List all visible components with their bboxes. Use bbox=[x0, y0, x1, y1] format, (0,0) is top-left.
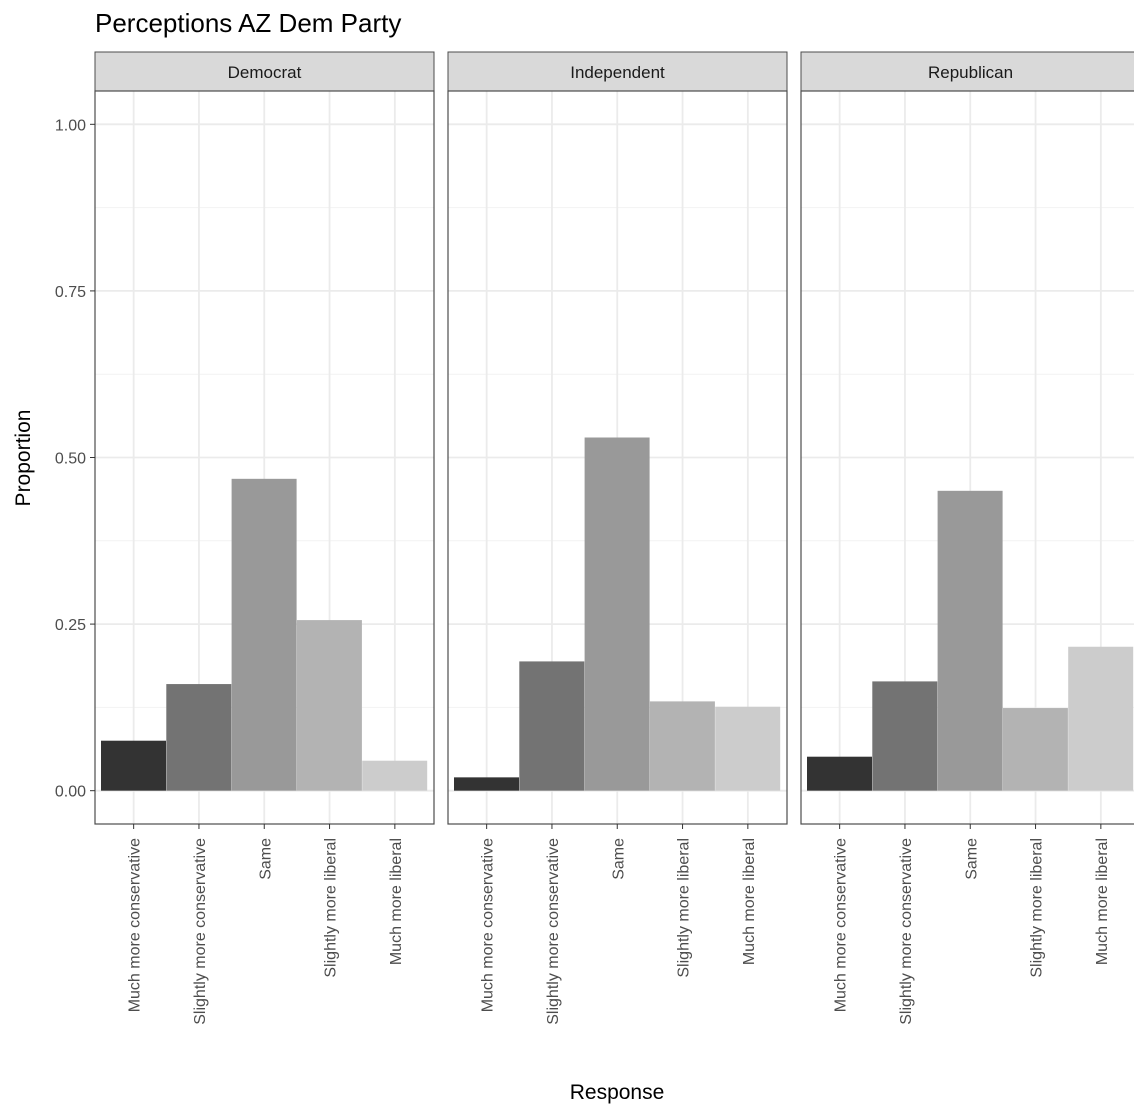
x-tick-label: Slightly more conservative bbox=[192, 838, 209, 1025]
x-tick-label: Slightly more liberal bbox=[676, 838, 693, 978]
facet-strip-label: Independent bbox=[570, 63, 665, 82]
bar-much-more-conservative bbox=[101, 740, 166, 791]
bar-much-more-conservative bbox=[454, 777, 519, 791]
bar-much-more-liberal bbox=[715, 706, 781, 791]
x-tick-label: Much more conservative bbox=[127, 838, 144, 1012]
x-tick-label: Slightly more liberal bbox=[1029, 838, 1046, 978]
y-tick-label: 0.50 bbox=[55, 451, 86, 468]
facet-panel-independent: Independent Much more conservative Slightl… bbox=[447, 51, 788, 1025]
bar-slightly-more-conservative bbox=[519, 661, 585, 791]
y-axis-title: Proportion bbox=[12, 410, 35, 507]
facet-panels: Democrat Much more conservative Slightly m… bbox=[94, 51, 1134, 1025]
facet-strip-label: Republican bbox=[928, 63, 1013, 82]
y-tick-label: 0.00 bbox=[55, 784, 86, 801]
chart-title: Perceptions AZ Dem Party bbox=[95, 8, 401, 38]
bar-same bbox=[937, 490, 1003, 791]
facet-strip-label: Democrat bbox=[228, 63, 302, 82]
facet-strip bbox=[94, 51, 435, 92]
x-tick-label: Same bbox=[963, 838, 980, 880]
facet-panel-democrat: Democrat Much more conservative Slightly m… bbox=[94, 51, 435, 1025]
panel-content bbox=[801, 91, 1134, 824]
facet-panel-republican: Republican Much more conservative Slightly… bbox=[800, 51, 1134, 1025]
facet-strip bbox=[800, 51, 1134, 92]
x-tick-label: Same bbox=[610, 838, 627, 880]
bar-much-more-conservative bbox=[807, 756, 872, 791]
y-tick-label: 1.00 bbox=[55, 117, 86, 134]
x-tick-label: Slightly more conservative bbox=[545, 838, 562, 1025]
y-tick-label: 0.25 bbox=[55, 617, 86, 634]
y-tick-label: 0.75 bbox=[55, 284, 86, 301]
bar-same bbox=[231, 478, 297, 791]
bar-slightly-more-liberal bbox=[296, 620, 362, 791]
x-tick-label: Much more conservative bbox=[480, 838, 497, 1012]
bar-slightly-more-liberal bbox=[1002, 708, 1068, 791]
bar-slightly-more-liberal bbox=[649, 701, 715, 791]
bar-much-more-liberal bbox=[362, 760, 428, 791]
x-tick-label: Slightly more conservative bbox=[898, 838, 915, 1025]
bar-same bbox=[584, 437, 650, 791]
x-tick-label: Much more liberal bbox=[741, 838, 758, 965]
x-tick-label: Slightly more liberal bbox=[323, 838, 340, 978]
y-axis: 0.00 0.25 0.50 0.75 1.00 bbox=[55, 117, 95, 801]
panel-content bbox=[448, 91, 787, 824]
x-tick-label: Same bbox=[257, 838, 274, 880]
x-tick-label: Much more liberal bbox=[1094, 838, 1111, 965]
x-tick-label: Much more liberal bbox=[388, 838, 405, 965]
x-axis-title: Response bbox=[570, 1081, 665, 1104]
bar-slightly-more-conservative bbox=[872, 681, 938, 791]
panel-content bbox=[95, 91, 434, 824]
bar-much-more-liberal bbox=[1068, 646, 1134, 791]
x-tick-label: Much more conservative bbox=[833, 838, 850, 1012]
bar-slightly-more-conservative bbox=[166, 684, 232, 791]
